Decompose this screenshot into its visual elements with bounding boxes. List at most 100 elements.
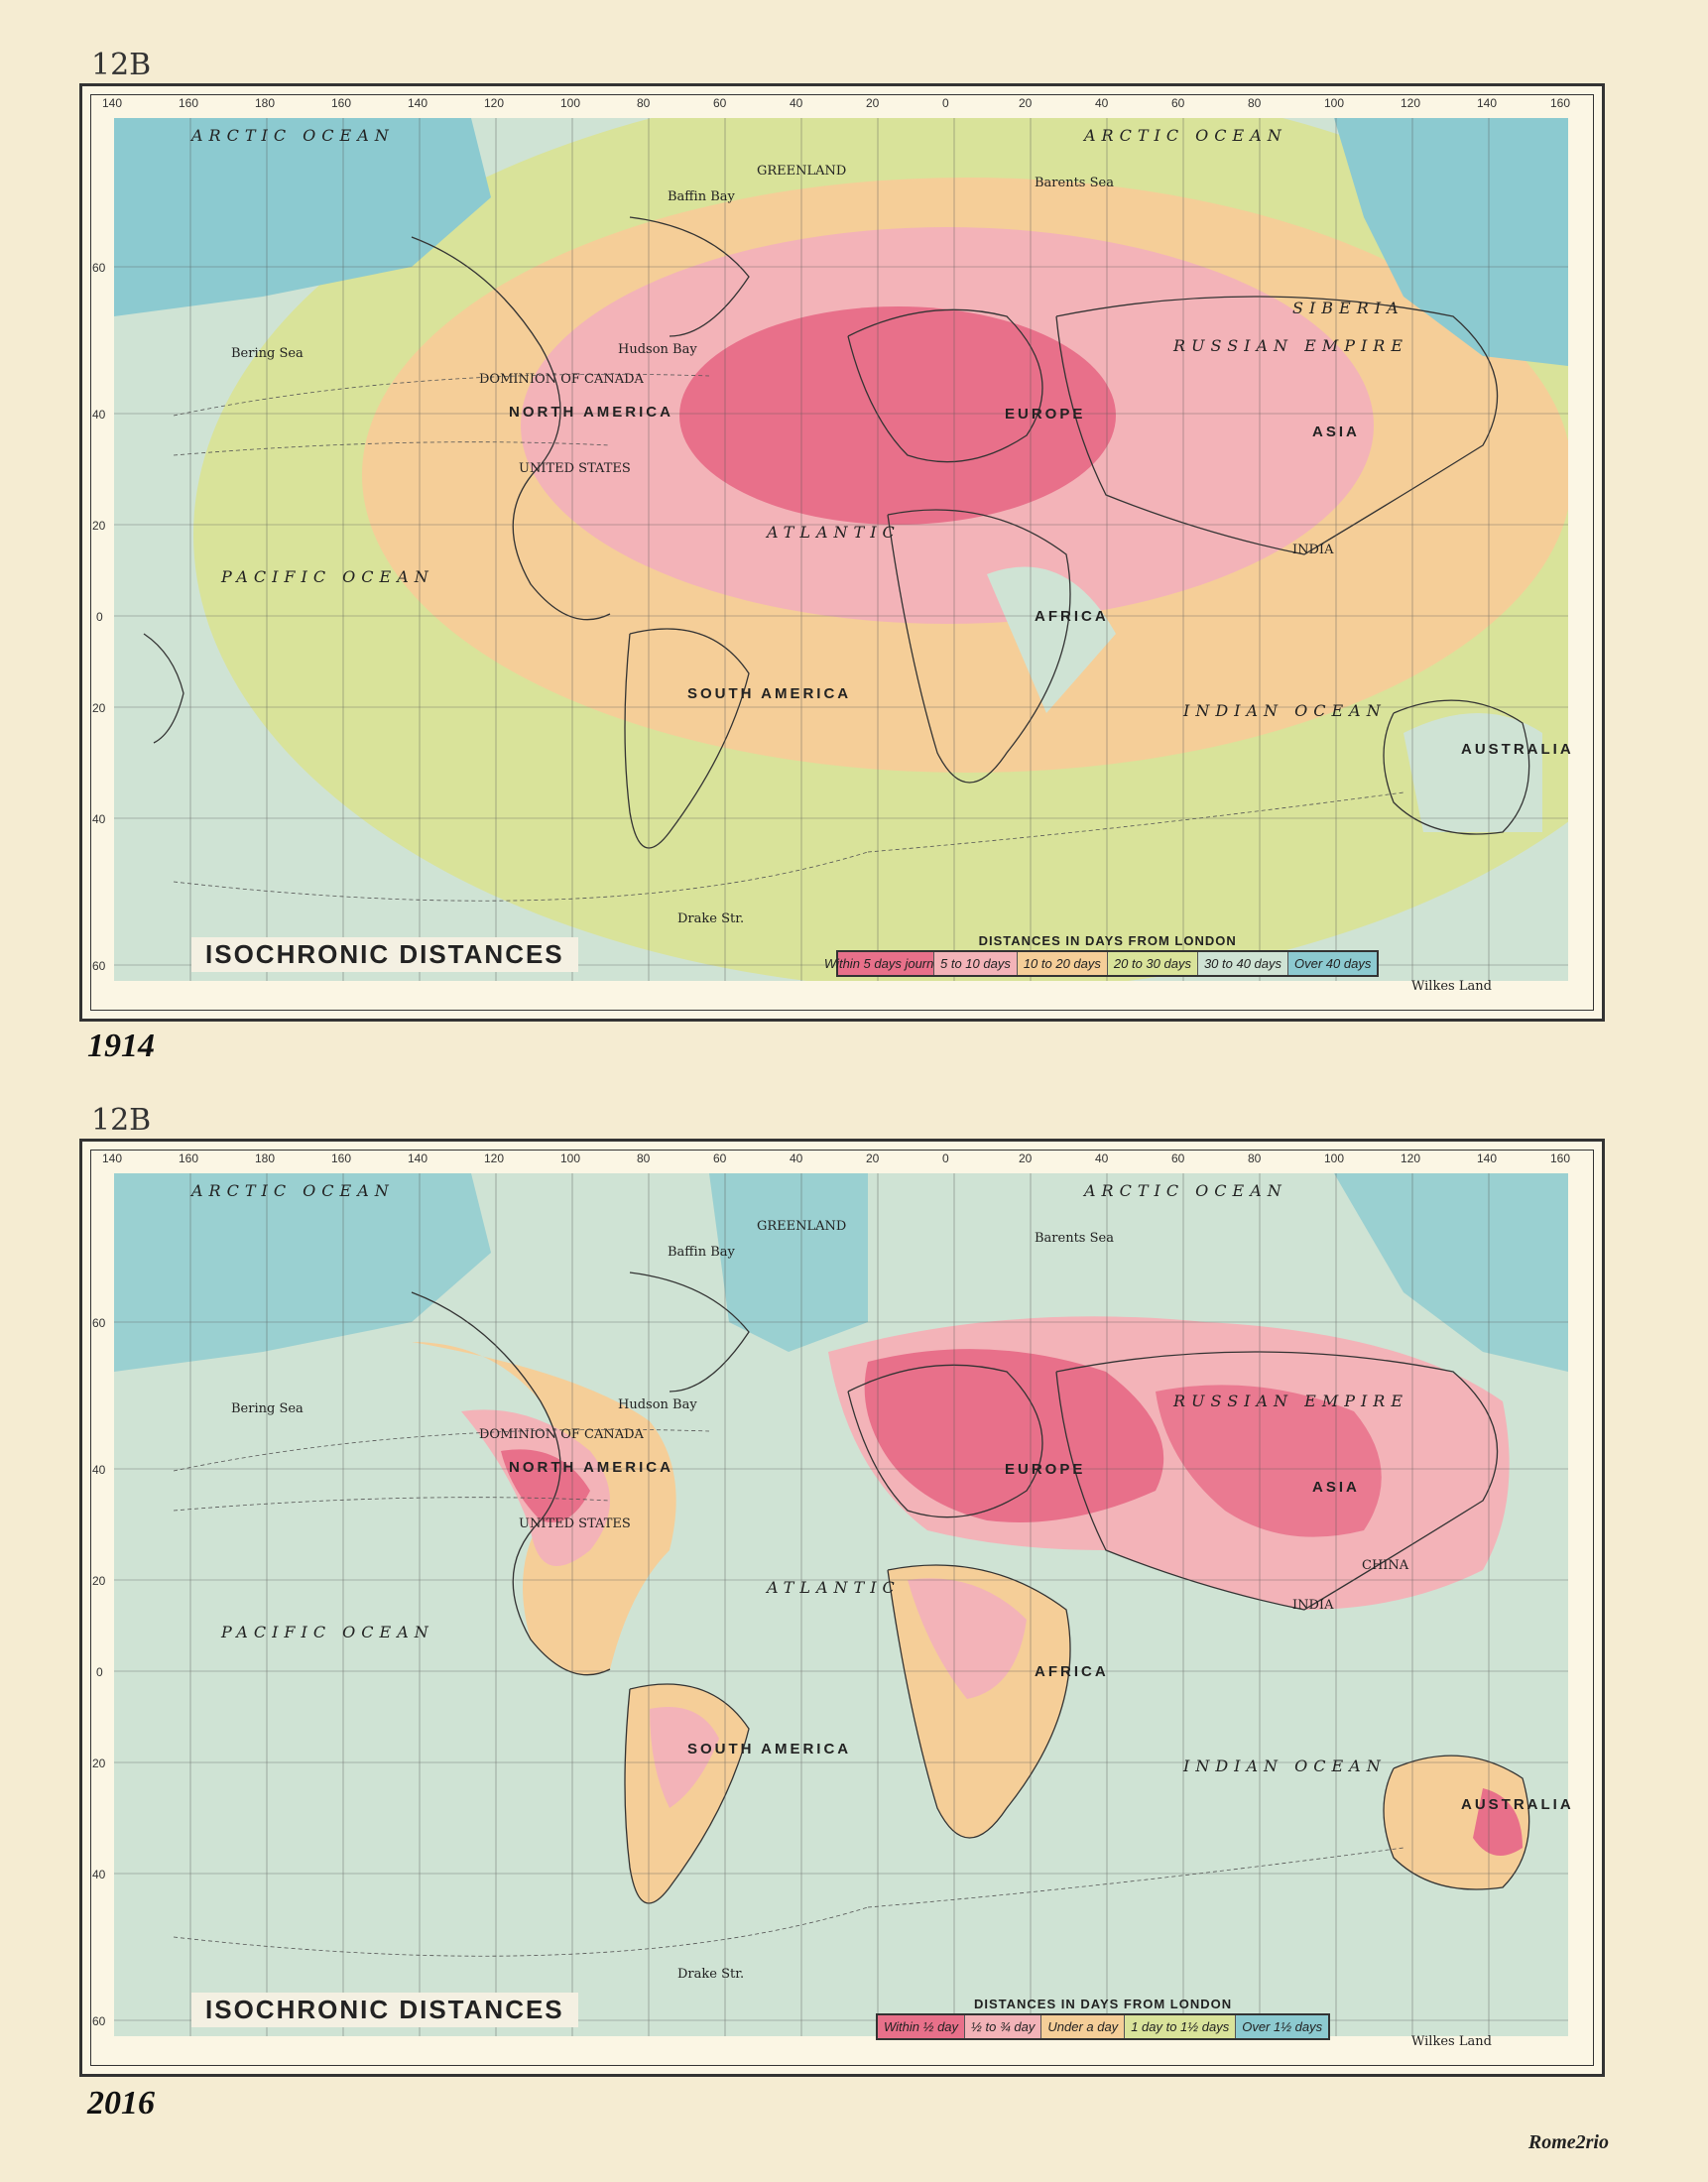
label-hudson-bay: Hudson Bay: [618, 342, 697, 357]
label-indian-ocean: INDIAN OCEAN: [1183, 1757, 1387, 1775]
label-barents-sea: Barents Sea: [1035, 176, 1114, 190]
lon-tick: 40: [790, 1152, 803, 1165]
lat-tick: 20: [92, 519, 106, 533]
plate-number-1914: 12B: [91, 48, 152, 82]
label-united-states: UNITED STATES: [519, 1516, 631, 1531]
label-united-states: UNITED STATES: [519, 461, 631, 476]
legend-key: 30 to 40 days: [1197, 952, 1289, 975]
label-wilkes-land: Wilkes Land: [1411, 979, 1492, 994]
legend-key: ½ to ¾ day: [965, 2015, 1042, 2038]
lon-tick: 160: [179, 1152, 199, 1165]
label-arctic-ocean: ARCTIC OCEAN: [191, 126, 395, 145]
legend-title: DISTANCES IN DAYS FROM LONDON: [978, 933, 1237, 948]
lon-tick: 40: [790, 96, 803, 110]
lat-tick: 40: [92, 1868, 106, 1881]
year-label-2016: 2016: [87, 2085, 155, 2121]
label-pacific-ocean: PACIFIC OCEAN: [221, 1623, 434, 1641]
label-wilkes-land: Wilkes Land: [1411, 2034, 1492, 2049]
lon-tick: 60: [713, 1152, 727, 1165]
legend-2016: DISTANCES IN DAYS FROM LONDON Within ½ d…: [876, 1997, 1331, 2040]
lon-tick: 160: [179, 96, 199, 110]
label-africa: AFRICA: [1035, 608, 1109, 625]
label-siberia: SIBERIA: [1292, 299, 1404, 317]
legend-key: 20 to 30 days: [1107, 952, 1198, 975]
label-arctic-ocean: ARCTIC OCEAN: [191, 1181, 395, 1200]
year-label-1914: 1914: [87, 1028, 155, 1064]
label-barents-sea: Barents Sea: [1035, 1231, 1114, 1246]
lat-tick: 40: [92, 812, 106, 826]
label-north-america: NORTH AMERICA: [509, 404, 673, 421]
lon-tick: 180: [255, 96, 276, 110]
lat-tick: 60: [92, 2014, 106, 2028]
legend-key: 10 to 20 days: [1017, 952, 1108, 975]
lon-tick: 100: [560, 96, 581, 110]
label-russian-empire: RUSSIAN EMPIRE: [1173, 336, 1409, 355]
label-north-america: NORTH AMERICA: [509, 1459, 673, 1476]
lon-tick: 120: [1401, 96, 1421, 110]
label-drake-str: Drake Str.: [677, 1967, 745, 1982]
lon-tick: 80: [1248, 1152, 1262, 1165]
lon-tick: 180: [255, 1152, 276, 1165]
credit-logo: Rome2rio: [1527, 2131, 1609, 2153]
lon-tick: 20: [866, 96, 880, 110]
label-india: INDIA: [1292, 1598, 1334, 1613]
legend-key: Over 1½ days: [1236, 2015, 1329, 2038]
lon-tick: 40: [1095, 1152, 1109, 1165]
lon-tick: 60: [1171, 96, 1185, 110]
lon-tick: 60: [713, 96, 727, 110]
lat-tick: 20: [92, 1757, 106, 1770]
lon-tick: 120: [484, 96, 505, 110]
lon-tick: 140: [408, 1152, 428, 1165]
lon-tick: 80: [637, 1152, 651, 1165]
lon-tick: 140: [102, 1152, 123, 1165]
lon-tick: 160: [1550, 96, 1571, 110]
lon-tick: 0: [942, 96, 949, 110]
legend-key: Within 5 days journey: [824, 952, 947, 975]
legend-key: Under a day: [1041, 2015, 1126, 2038]
label-greenland: GREENLAND: [757, 164, 847, 179]
lon-tick: 140: [408, 96, 428, 110]
map-2016: ARCTIC OCEAN ARCTIC OCEAN NORTH AMERICA …: [79, 1139, 1605, 2077]
label-india: INDIA: [1292, 543, 1334, 557]
lon-tick: 160: [331, 1152, 352, 1165]
lon-tick: 100: [1324, 96, 1345, 110]
lon-tick: 140: [1477, 1152, 1498, 1165]
legend-title: DISTANCES IN DAYS FROM LONDON: [974, 1997, 1233, 2011]
lat-tick: 20: [92, 1574, 106, 1588]
lon-tick: 160: [331, 96, 352, 110]
label-baffin-bay: Baffin Bay: [668, 1245, 735, 1260]
lon-tick: 100: [1324, 1152, 1345, 1165]
lat-tick: 40: [92, 408, 106, 422]
lon-tick: 140: [102, 96, 123, 110]
label-drake-str: Drake Str.: [677, 911, 745, 926]
legend-key: Over 40 days: [1288, 952, 1378, 975]
lon-tick: 160: [1550, 1152, 1571, 1165]
label-arctic-ocean-east: ARCTIC OCEAN: [1084, 1181, 1287, 1200]
map-1914-graphic: [114, 118, 1568, 981]
label-greenland: GREENLAND: [757, 1219, 847, 1234]
lat-tick: 0: [96, 610, 103, 624]
map-title-1914: ISOCHRONIC DISTANCES: [191, 937, 578, 972]
label-bering-sea: Bering Sea: [231, 1401, 304, 1416]
lon-tick: 60: [1171, 1152, 1185, 1165]
label-africa: AFRICA: [1035, 1663, 1109, 1680]
lon-tick: 80: [637, 96, 651, 110]
label-australia: AUSTRALIA: [1461, 741, 1574, 758]
label-baffin-bay: Baffin Bay: [668, 189, 735, 204]
lon-tick: 80: [1248, 96, 1262, 110]
label-atlantic: ATLANTIC: [767, 1578, 901, 1597]
label-china: CHINA: [1362, 1558, 1409, 1573]
legend-key: 5 to 10 days: [934, 952, 1018, 975]
map-title-2016: ISOCHRONIC DISTANCES: [191, 1993, 578, 2027]
label-atlantic: ATLANTIC: [767, 523, 901, 542]
map-2016-graphic: [114, 1173, 1568, 2036]
lon-tick: 120: [484, 1152, 505, 1165]
label-asia: ASIA: [1312, 424, 1360, 440]
label-bering-sea: Bering Sea: [231, 346, 304, 361]
lon-tick: 20: [866, 1152, 880, 1165]
label-pacific-ocean: PACIFIC OCEAN: [221, 567, 434, 586]
lat-tick: 60: [92, 261, 106, 275]
lat-tick: 20: [92, 701, 106, 715]
label-hudson-bay: Hudson Bay: [618, 1397, 697, 1412]
lat-tick: 60: [92, 959, 106, 973]
